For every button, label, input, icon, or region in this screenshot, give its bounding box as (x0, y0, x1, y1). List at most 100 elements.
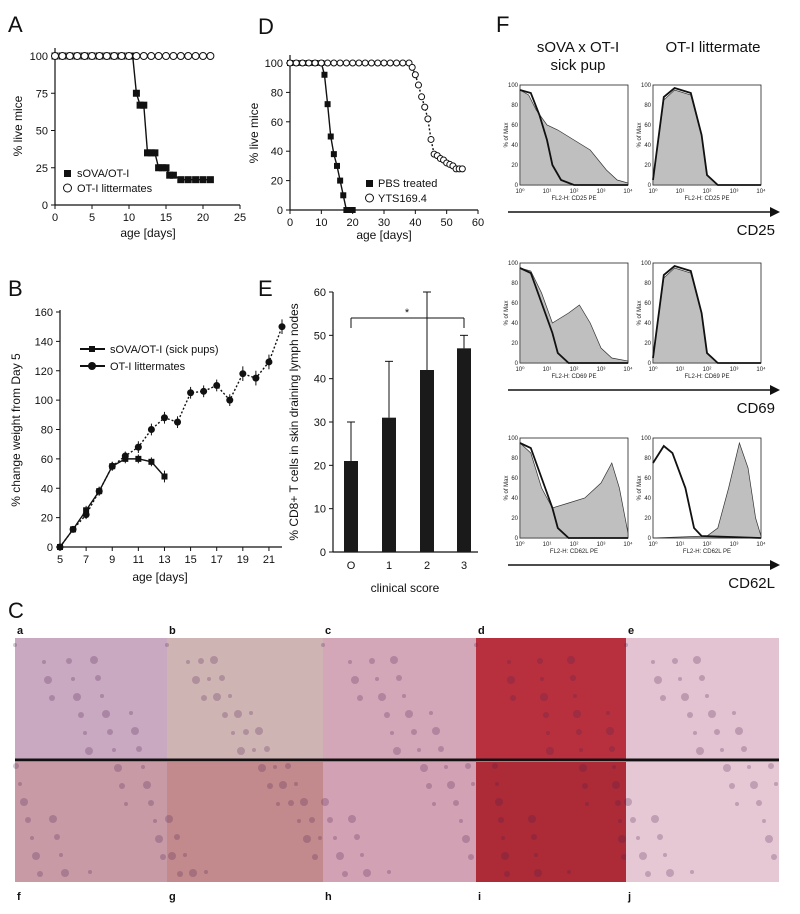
data-point (414, 81, 422, 89)
histology-label: c (325, 625, 331, 637)
flow-xtick: 10² (570, 189, 579, 195)
flow-marker-label: CD62L (728, 575, 775, 592)
tissue-texture (174, 834, 180, 840)
tissue-texture (141, 765, 145, 769)
tissue-texture (459, 819, 463, 823)
chart-a-ylabel: % live mice (11, 95, 25, 156)
tissue-texture (612, 781, 620, 789)
flow-xtick: 10² (703, 542, 712, 548)
bar (420, 370, 434, 552)
flow-ytick: 80 (644, 456, 651, 462)
data-point (169, 171, 177, 179)
x-tick-label: 0 (287, 217, 293, 229)
flow-xtick: 10¹ (676, 189, 685, 195)
tissue-texture (729, 783, 735, 789)
tissue-texture (507, 676, 515, 684)
tissue-texture (693, 731, 697, 735)
tissue-texture (25, 817, 31, 823)
tissue-texture (405, 710, 413, 718)
flow-axis-label: FL2-H: CD62L PE (683, 549, 731, 555)
tissue-texture (183, 853, 187, 857)
tissue-texture (663, 853, 667, 857)
tissue-texture (90, 656, 98, 664)
histology-image (626, 638, 779, 759)
tissue-texture (49, 695, 55, 701)
tissue-texture (114, 764, 122, 772)
chart-b-legend-item: sOVA/OT-I (sick pups) (110, 344, 219, 356)
data-point (140, 101, 148, 109)
tissue-texture (78, 712, 84, 718)
y-tick-label: 20 (314, 460, 326, 472)
tissue-texture (369, 658, 375, 664)
tissue-texture (119, 783, 125, 789)
y-tick-label: 100 (265, 58, 283, 70)
flow-control-histogram (652, 86, 761, 186)
tissue-texture (255, 727, 263, 735)
chart-a-xlabel: age [days] (120, 226, 175, 240)
tissue-texture (732, 711, 736, 715)
y-tick-label: 20 (41, 513, 53, 525)
tissue-texture (762, 819, 766, 823)
tissue-texture (573, 694, 577, 698)
histology-image (167, 762, 323, 882)
tissue-texture (252, 748, 256, 752)
data-point (102, 52, 111, 60)
tissue-texture (657, 834, 663, 840)
y-tick-label: 100 (35, 395, 53, 407)
tissue-texture (384, 712, 390, 718)
data-point (82, 511, 90, 519)
tissue-texture (492, 763, 498, 769)
data-point (154, 52, 163, 60)
tissue-texture (95, 675, 101, 681)
tissue-texture (300, 798, 308, 806)
x-tick-label: 10 (123, 212, 135, 224)
y-tick-label: 75 (36, 88, 48, 100)
tissue-texture (432, 727, 440, 735)
data-point (69, 525, 77, 533)
data-point (151, 149, 159, 157)
data-point (361, 59, 369, 67)
tissue-texture (13, 643, 17, 647)
flow-filled-histogram (652, 441, 762, 539)
tissue-texture (693, 656, 701, 664)
series-line (290, 62, 353, 211)
data-point (337, 177, 344, 184)
x-tick-label: 19 (237, 554, 249, 566)
flow-ytick: 0 (648, 361, 652, 367)
data-point (117, 52, 126, 60)
tissue-texture (124, 802, 128, 806)
panel-label-b: B (8, 276, 23, 301)
flow-ylabel: % of Max (637, 475, 643, 500)
tissue-texture (336, 852, 344, 860)
tissue-texture (186, 660, 190, 664)
data-point (327, 133, 334, 140)
arrow-head-icon (770, 207, 780, 217)
y-tick-label: 50 (314, 330, 326, 342)
tissue-texture (136, 746, 142, 752)
tissue-texture (570, 675, 576, 681)
y-tick-label: 80 (41, 425, 53, 437)
tissue-texture (273, 765, 277, 769)
flow-xtick: 10¹ (543, 189, 552, 195)
flow-xtick: 10¹ (676, 367, 685, 373)
tissue-texture (234, 710, 242, 718)
y-tick-label: 60 (41, 454, 53, 466)
tissue-texture (654, 676, 662, 684)
tissue-texture (61, 869, 69, 877)
tissue-texture (297, 819, 301, 823)
data-point (305, 59, 313, 67)
histology-image (626, 762, 779, 882)
flow-ytick: 20 (511, 163, 518, 169)
tissue-texture (630, 817, 636, 823)
chart-d-xlabel: age [days] (356, 228, 411, 242)
data-point (88, 52, 96, 60)
tissue-texture (624, 643, 628, 647)
x-tick-label: 60 (472, 217, 484, 229)
flow-ytick: 60 (511, 476, 518, 482)
histology-image (323, 638, 476, 759)
tissue-texture (714, 729, 720, 735)
data-point (349, 59, 357, 67)
data-point (108, 462, 116, 470)
data-point (169, 52, 178, 60)
histology-label: b (169, 625, 176, 637)
